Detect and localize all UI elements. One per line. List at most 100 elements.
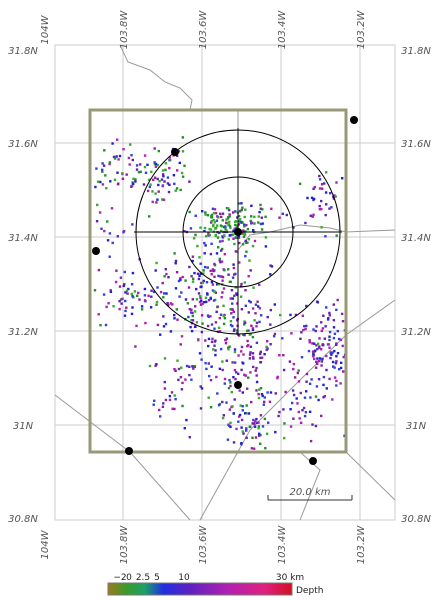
event-dot	[152, 403, 155, 406]
event-dot	[250, 324, 253, 327]
event-dot	[187, 315, 190, 319]
event-dot	[262, 403, 265, 406]
event-dot	[322, 396, 325, 399]
event-dot	[123, 283, 126, 286]
event-dot	[133, 290, 137, 293]
lon-label-bottom: 103.8W	[119, 525, 130, 565]
event-dot	[258, 388, 261, 391]
event-dot	[131, 181, 134, 184]
event-dot	[259, 387, 263, 390]
event-dot	[264, 215, 267, 218]
event-dot	[168, 394, 172, 398]
event-dot	[191, 365, 194, 368]
event-dot	[154, 192, 157, 195]
event-dot	[233, 294, 236, 297]
event-dot	[325, 203, 328, 206]
event-dot	[163, 357, 167, 360]
event-dot	[204, 235, 208, 238]
event-dot	[246, 339, 249, 343]
event-dot	[199, 226, 202, 229]
event-dot	[324, 325, 327, 328]
event-dot	[230, 390, 233, 394]
event-dot	[294, 313, 298, 317]
event-dot	[164, 168, 167, 172]
event-dot	[260, 356, 264, 359]
event-dot	[245, 429, 248, 432]
event-dot	[227, 386, 231, 390]
event-dot	[122, 284, 125, 288]
events	[93, 136, 347, 450]
event-dot	[306, 196, 309, 200]
event-dot	[250, 221, 254, 224]
event-dot	[207, 362, 210, 365]
event-dot	[258, 434, 261, 437]
event-dot	[231, 302, 234, 305]
event-dot	[248, 357, 252, 360]
event-dot	[337, 337, 341, 341]
event-dot	[231, 276, 235, 279]
event-dot	[328, 311, 331, 315]
event-dot	[153, 147, 156, 150]
event-dot	[237, 372, 240, 375]
event-dot	[197, 338, 200, 341]
event-dot	[115, 155, 118, 158]
event-dot	[173, 317, 176, 320]
event-dot	[223, 377, 227, 381]
event-dot	[285, 213, 288, 217]
event-dot	[299, 391, 302, 395]
event-dot	[210, 219, 213, 223]
event-dot	[134, 178, 137, 181]
event-dot	[301, 409, 304, 412]
event-dot	[318, 357, 322, 360]
event-dot	[232, 412, 235, 415]
event-dot	[137, 291, 140, 295]
event-dot	[257, 421, 260, 424]
event-dot	[311, 355, 315, 358]
event-dot	[155, 363, 158, 366]
event-dot	[323, 395, 326, 398]
event-dot	[127, 156, 131, 160]
event-dot	[251, 436, 254, 439]
event-dot	[242, 353, 245, 356]
event-dot	[310, 196, 314, 199]
event-dot	[241, 206, 244, 209]
event-dot	[165, 292, 168, 295]
event-dot	[98, 211, 102, 214]
event-dot	[241, 409, 244, 412]
event-dot	[276, 376, 279, 380]
event-dot	[244, 374, 247, 377]
event-dot	[254, 303, 258, 306]
event-dot	[218, 367, 222, 370]
event-dot	[274, 430, 277, 434]
event-dot	[221, 360, 224, 363]
event-dot	[238, 241, 241, 245]
event-dot	[311, 342, 314, 345]
event-dot	[118, 300, 121, 303]
event-dot	[266, 391, 269, 394]
event-dot	[247, 412, 251, 415]
event-dot	[320, 321, 323, 324]
event-dot	[278, 410, 281, 414]
event-dot	[130, 185, 133, 188]
event-dot	[144, 321, 147, 325]
event-dot	[290, 332, 293, 335]
event-dot	[259, 414, 263, 417]
event-dot	[239, 295, 243, 298]
event-dot	[233, 242, 236, 246]
boundaries	[54, 44, 396, 521]
event-dot	[192, 277, 195, 280]
event-dot	[234, 220, 238, 223]
event-dot	[168, 166, 171, 170]
event-dot	[341, 177, 344, 180]
event-dot	[227, 238, 230, 241]
event-dot	[259, 356, 262, 360]
event-dot	[238, 261, 241, 264]
event-dot	[130, 154, 133, 157]
event-dot	[171, 407, 174, 410]
event-dot	[204, 296, 208, 299]
colorbar	[107, 582, 293, 596]
event-dot	[163, 180, 166, 183]
event-dot	[269, 391, 273, 394]
event-dot	[188, 436, 191, 439]
event-dot	[126, 292, 129, 295]
